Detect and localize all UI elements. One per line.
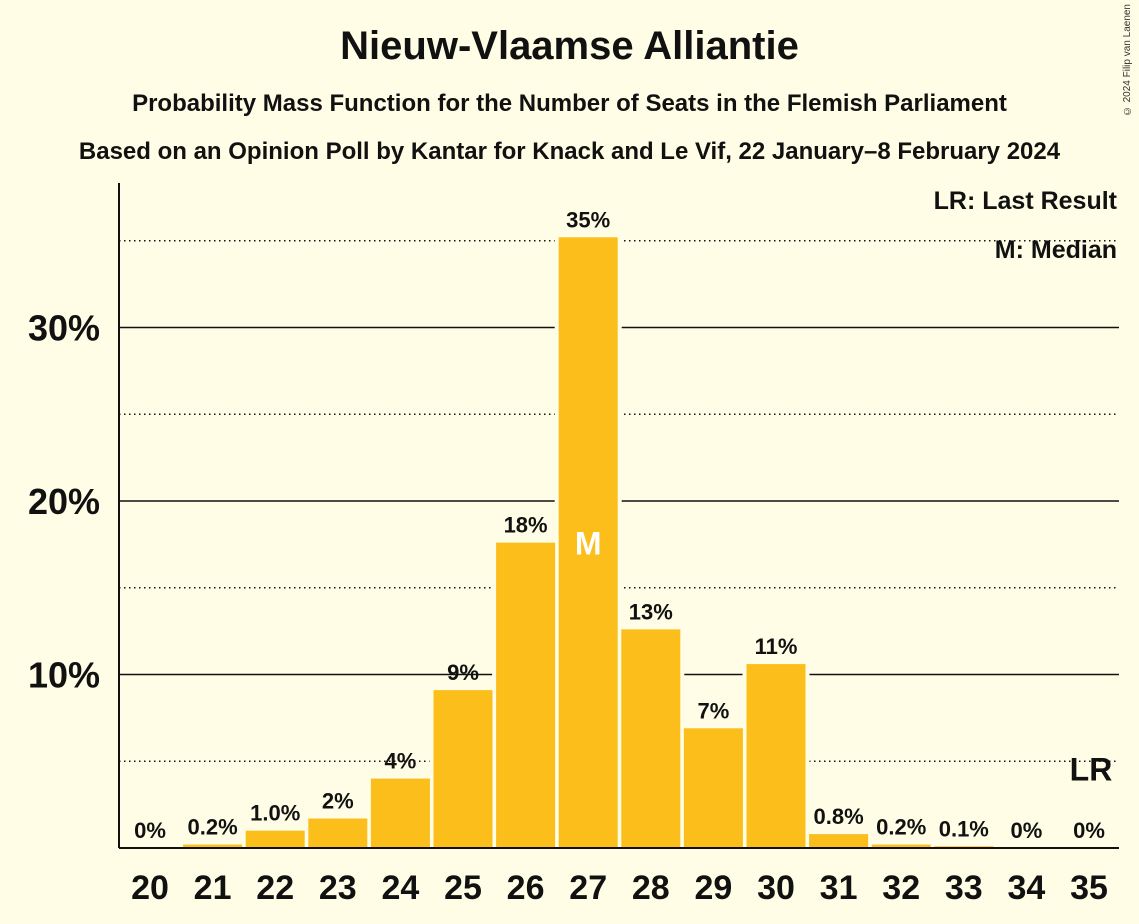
y-tick-label: 30% [28,308,100,349]
data-label-22: 1.0% [250,801,300,826]
bar-23 [308,818,368,848]
legend-last-result: LR: Last Result [934,187,1118,215]
x-tick-label: 26 [507,869,545,907]
bar-27 [558,237,618,848]
data-label-32: 0.2% [876,815,926,840]
x-tick-label: 34 [1007,869,1045,907]
data-label-24: 4% [385,749,417,774]
x-tick-label: 29 [694,869,732,907]
x-tick-label: 24 [381,869,419,907]
x-tick-label: 23 [319,869,357,907]
data-label-31: 0.8% [814,804,864,829]
bar-31 [809,834,869,848]
legend-median: M: Median [995,236,1117,264]
data-label-35: 0% [1073,818,1105,843]
bar-32 [871,844,931,848]
bar-halo [930,842,998,848]
bar-26 [496,542,556,848]
y-tick-label: 10% [28,655,100,696]
last-result-marker: LR [1070,751,1113,787]
median-marker: M [575,526,602,562]
y-tick-label: 20% [28,481,100,522]
data-label-27: 35% [566,207,610,232]
data-label-29: 7% [698,698,730,723]
x-tick-label: 30 [757,869,795,907]
bar-25 [433,690,493,848]
x-tick-label: 28 [632,869,670,907]
data-label-23: 2% [322,789,354,814]
x-tick-label: 35 [1070,869,1108,907]
chart-title: Nieuw-Vlaamse Alliantie [340,24,799,68]
bar-21 [183,844,243,848]
bar-29 [683,728,743,848]
bar-24 [370,778,430,848]
data-label-25: 9% [447,660,479,685]
bar-halo [179,840,247,848]
chart-source-line: Based on an Opinion Poll by Kantar for K… [78,138,1061,165]
x-tick-label: 22 [256,869,294,907]
x-tick-label: 33 [945,869,983,907]
x-tick-label: 25 [444,869,482,907]
data-label-30: 11% [755,634,798,659]
data-label-26: 18% [504,513,548,538]
bar-halo [867,840,935,848]
data-label-20: 0% [134,818,166,843]
x-tick-label: 21 [194,869,232,907]
chart-subtitle: Probability Mass Function for the Number… [132,90,1007,117]
x-tick-label: 31 [820,869,858,907]
data-label-21: 0.2% [188,815,238,840]
bar-30 [746,664,806,848]
x-tick-label: 20 [131,869,169,907]
data-label-34: 0% [1011,818,1043,843]
bar-22 [245,830,305,848]
x-tick-label: 32 [882,869,920,907]
bar-28 [621,629,681,848]
x-tick-label: 27 [569,869,607,907]
data-label-33: 0.1% [939,816,989,841]
data-label-28: 13% [629,599,673,624]
